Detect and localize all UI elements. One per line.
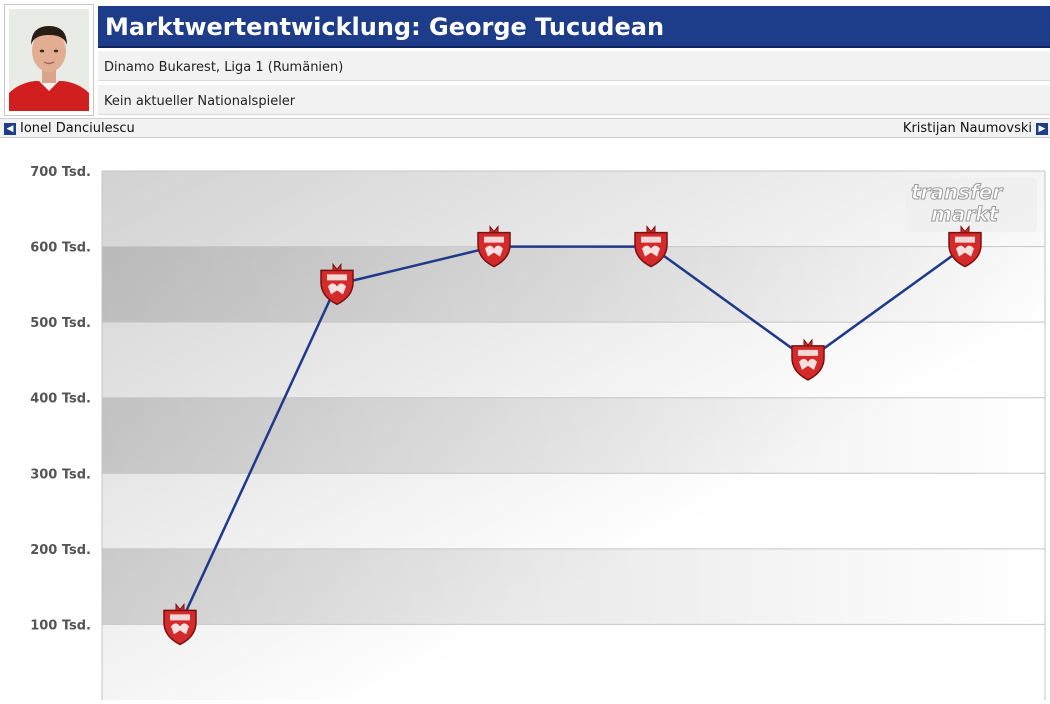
series-line-segment <box>335 245 496 286</box>
market-value-chart: 700 Tsd. 600 Tsd. 500 Tsd. 400 Tsd. 300 Tsd.… <box>0 150 1050 700</box>
grid-band-2 <box>102 397 1045 474</box>
title-bar: Marktwertentwicklung: George Tucudean <box>98 6 1050 48</box>
y-tick-label: 200 Tsd. <box>30 543 91 558</box>
chart-svg: 700 Tsd. 600 Tsd. 500 Tsd. 400 Tsd. 300 Tsd.… <box>30 165 1046 700</box>
grid-band-1 <box>102 246 1045 323</box>
chevron-right-icon: ▶ <box>1036 122 1048 135</box>
y-tick-label: 600 Tsd. <box>30 241 91 256</box>
page-title: Marktwertentwicklung: George Tucudean <box>105 13 665 41</box>
player-photo <box>4 4 94 116</box>
prev-player-label: Ionel Danciulescu <box>20 121 135 136</box>
prev-player-link[interactable]: ◀ Ionel Danciulescu <box>4 121 135 136</box>
grid-band-3 <box>102 548 1045 625</box>
y-tick-label: 300 Tsd. <box>30 467 91 482</box>
player-navigation: ◀ Ionel Danciulescu Kristijan Naumovski … <box>0 118 1050 138</box>
next-player-label: Kristijan Naumovski <box>902 121 1032 136</box>
y-tick-label: 500 Tsd. <box>30 316 91 331</box>
club-league-text: Dinamo Bukarest, Liga 1 (Rumänien) <box>104 60 344 75</box>
watermark-line2: markt <box>931 202 1000 226</box>
watermark-line1: transfer <box>911 180 1003 204</box>
y-tick-label: 100 Tsd. <box>30 618 91 633</box>
y-tick-label: 700 Tsd. <box>30 165 91 180</box>
series-line-segment <box>806 245 967 362</box>
series-line-segment <box>649 245 810 362</box>
national-status-text: Kein aktueller Nationalspieler <box>104 94 296 109</box>
national-status-row: Kein aktueller Nationalspieler <box>98 85 1050 115</box>
chevron-left-icon: ◀ <box>4 122 16 135</box>
player-portrait-image <box>9 9 89 111</box>
club-league-row: Dinamo Bukarest, Liga 1 (Rumänien) <box>98 51 1050 81</box>
y-tick-label: 400 Tsd. <box>30 392 91 407</box>
series-line-segment <box>178 283 339 626</box>
next-player-link[interactable]: Kristijan Naumovski ▶ <box>903 121 1048 136</box>
transfermarkt-watermark: transfer markt <box>905 178 1037 232</box>
